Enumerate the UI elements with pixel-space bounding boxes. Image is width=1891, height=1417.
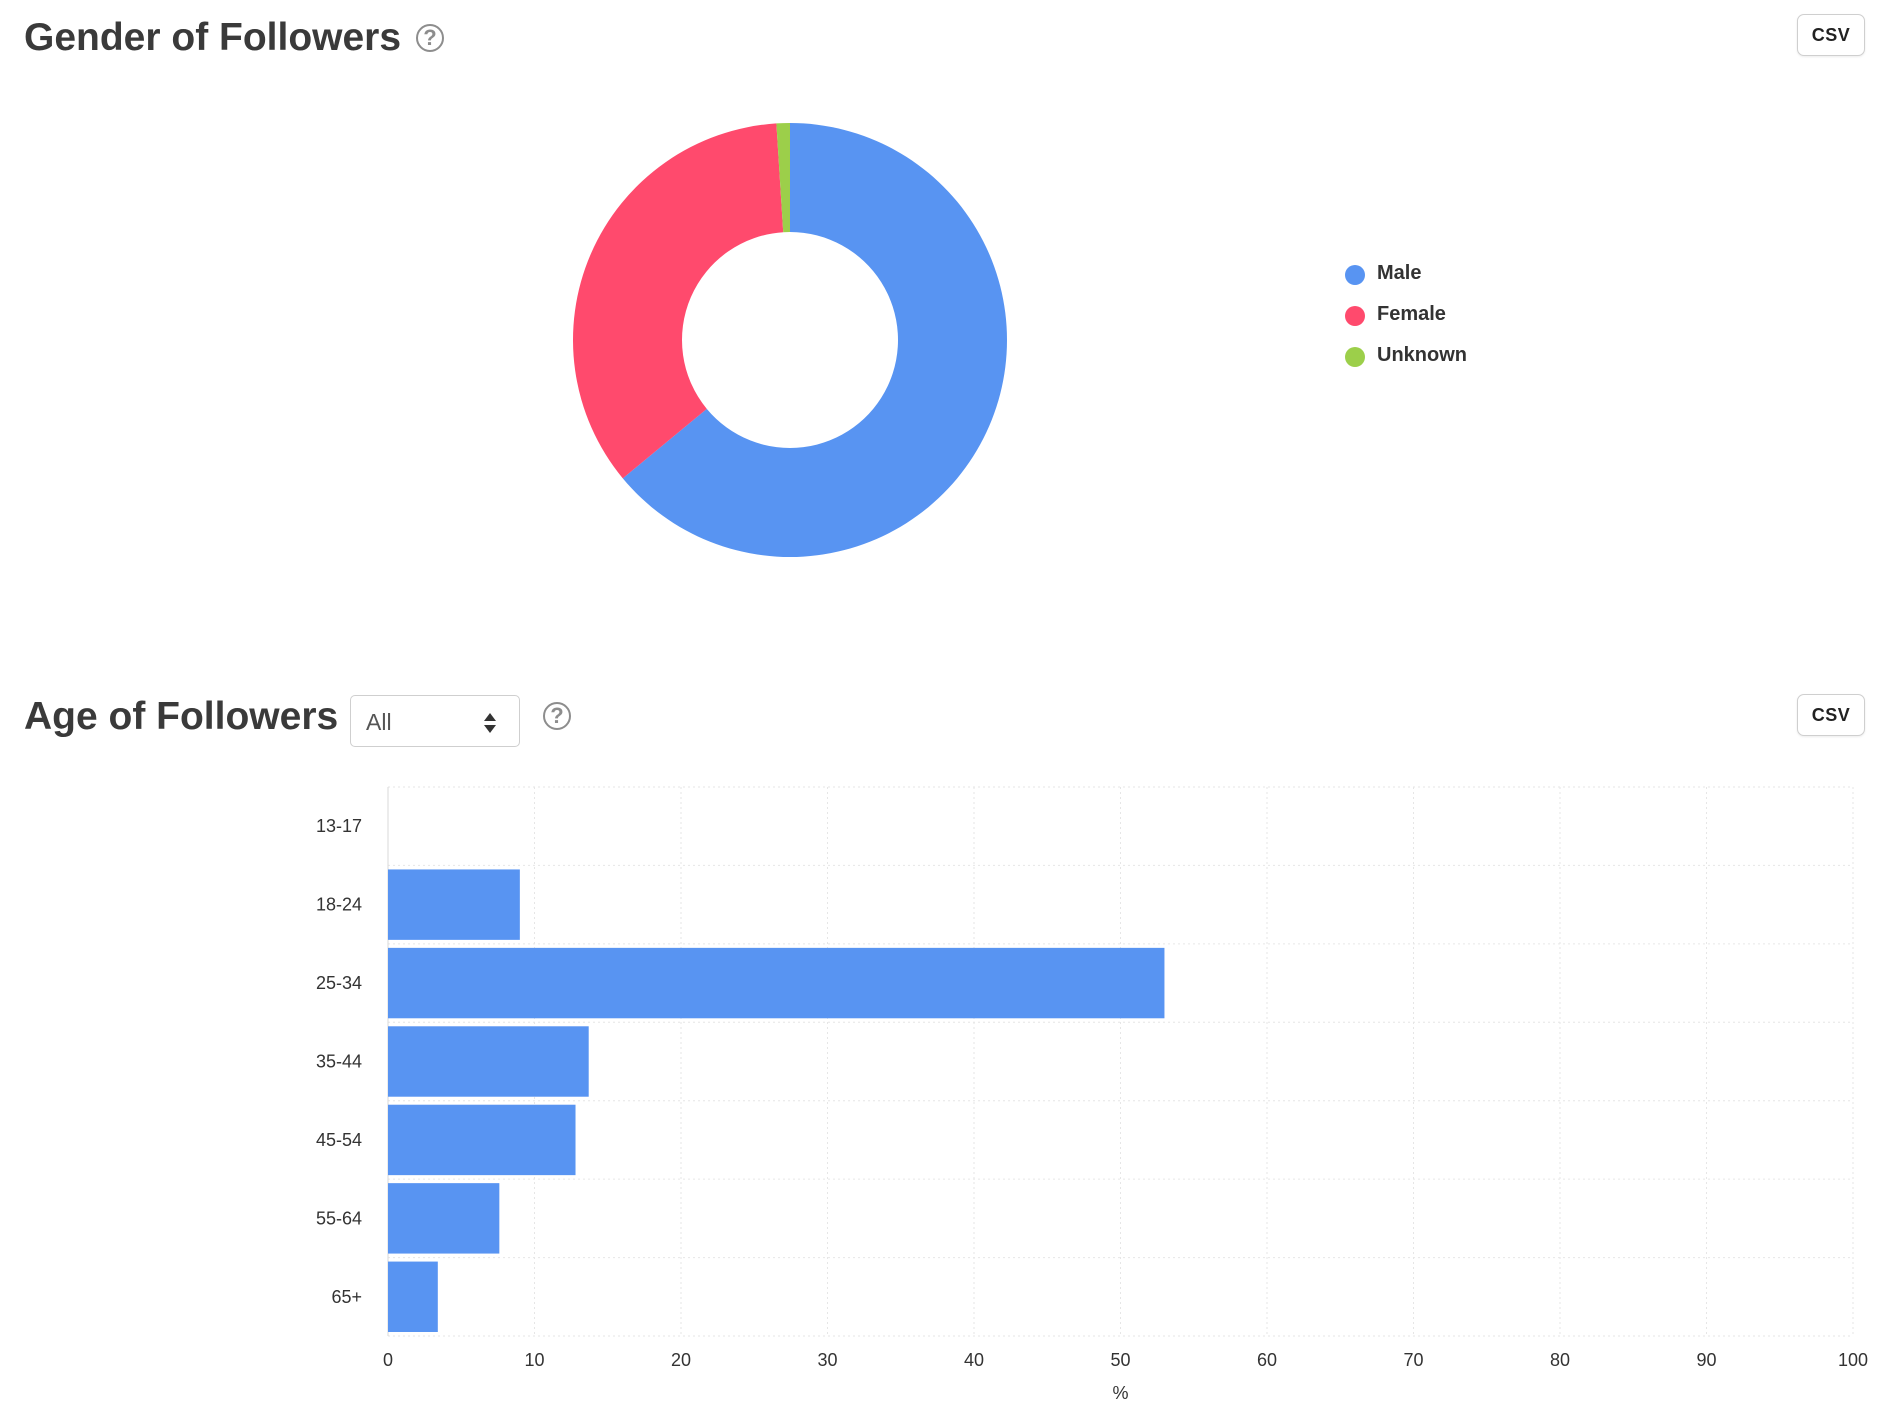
x-tick-label: 80 — [1550, 1350, 1570, 1370]
bar-55-64[interactable] — [388, 1183, 500, 1254]
donut-slice-unknown[interactable] — [776, 123, 790, 233]
gender-csv-button[interactable]: CSV — [1797, 14, 1865, 56]
legend-dot-unknown — [1345, 347, 1365, 367]
x-tick-label: 30 — [817, 1350, 837, 1370]
age-filter-select[interactable]: All — [350, 695, 520, 747]
age-bar-chart: 13-17 18-24 25-34 35-44 45-54 55-64 65+ 0 10 20 30… — [316, 786, 1868, 1403]
age-filter-value: All — [366, 709, 392, 735]
x-tick-label: 50 — [1110, 1350, 1130, 1370]
age-csv-button[interactable]: CSV — [1797, 694, 1865, 736]
donut-slice-male[interactable] — [622, 123, 1007, 557]
legend-dot-male — [1345, 265, 1365, 285]
question-circle-icon[interactable]: ? — [416, 24, 444, 52]
select-arrows-icon — [484, 713, 496, 733]
gender-section-title: Gender of Followers — [24, 16, 402, 59]
y-tick-label: 25-34 — [316, 973, 362, 993]
bar-65+[interactable] — [388, 1261, 438, 1332]
bar-18-24[interactable] — [388, 869, 520, 940]
x-tick-label: 40 — [964, 1350, 984, 1370]
gender-donut-chart — [572, 123, 1007, 557]
question-circle-icon[interactable]: ? — [543, 702, 571, 730]
donut-slice-female[interactable] — [572, 123, 784, 479]
x-axis-label: % — [1112, 1383, 1128, 1403]
bar-35-44[interactable] — [388, 1026, 589, 1097]
x-tick-label: 60 — [1257, 1350, 1277, 1370]
x-tick-label: 70 — [1403, 1350, 1423, 1370]
legend-label-unknown: Unknown — [1377, 344, 1467, 366]
age-section-title: Age of Followers — [24, 695, 339, 738]
x-tick-label: 0 — [383, 1350, 393, 1370]
x-tick-label: 20 — [671, 1350, 691, 1370]
y-tick-label: 65+ — [331, 1287, 362, 1307]
legend-label-male: Male — [1377, 262, 1422, 284]
y-tick-label: 35-44 — [316, 1052, 362, 1072]
bar-45-54[interactable] — [388, 1104, 576, 1176]
legend-label-female: Female — [1377, 303, 1446, 325]
y-tick-label: 55-64 — [316, 1208, 362, 1228]
x-tick-label: 10 — [524, 1350, 544, 1370]
x-tick-label: 90 — [1696, 1350, 1716, 1370]
legend-dot-female — [1345, 306, 1365, 326]
x-tick-label: 100 — [1838, 1350, 1868, 1370]
y-tick-label: 13-17 — [316, 816, 362, 836]
y-tick-label: 18-24 — [316, 895, 362, 915]
bar-25-34[interactable] — [388, 947, 1165, 1019]
y-tick-label: 45-54 — [316, 1130, 362, 1150]
